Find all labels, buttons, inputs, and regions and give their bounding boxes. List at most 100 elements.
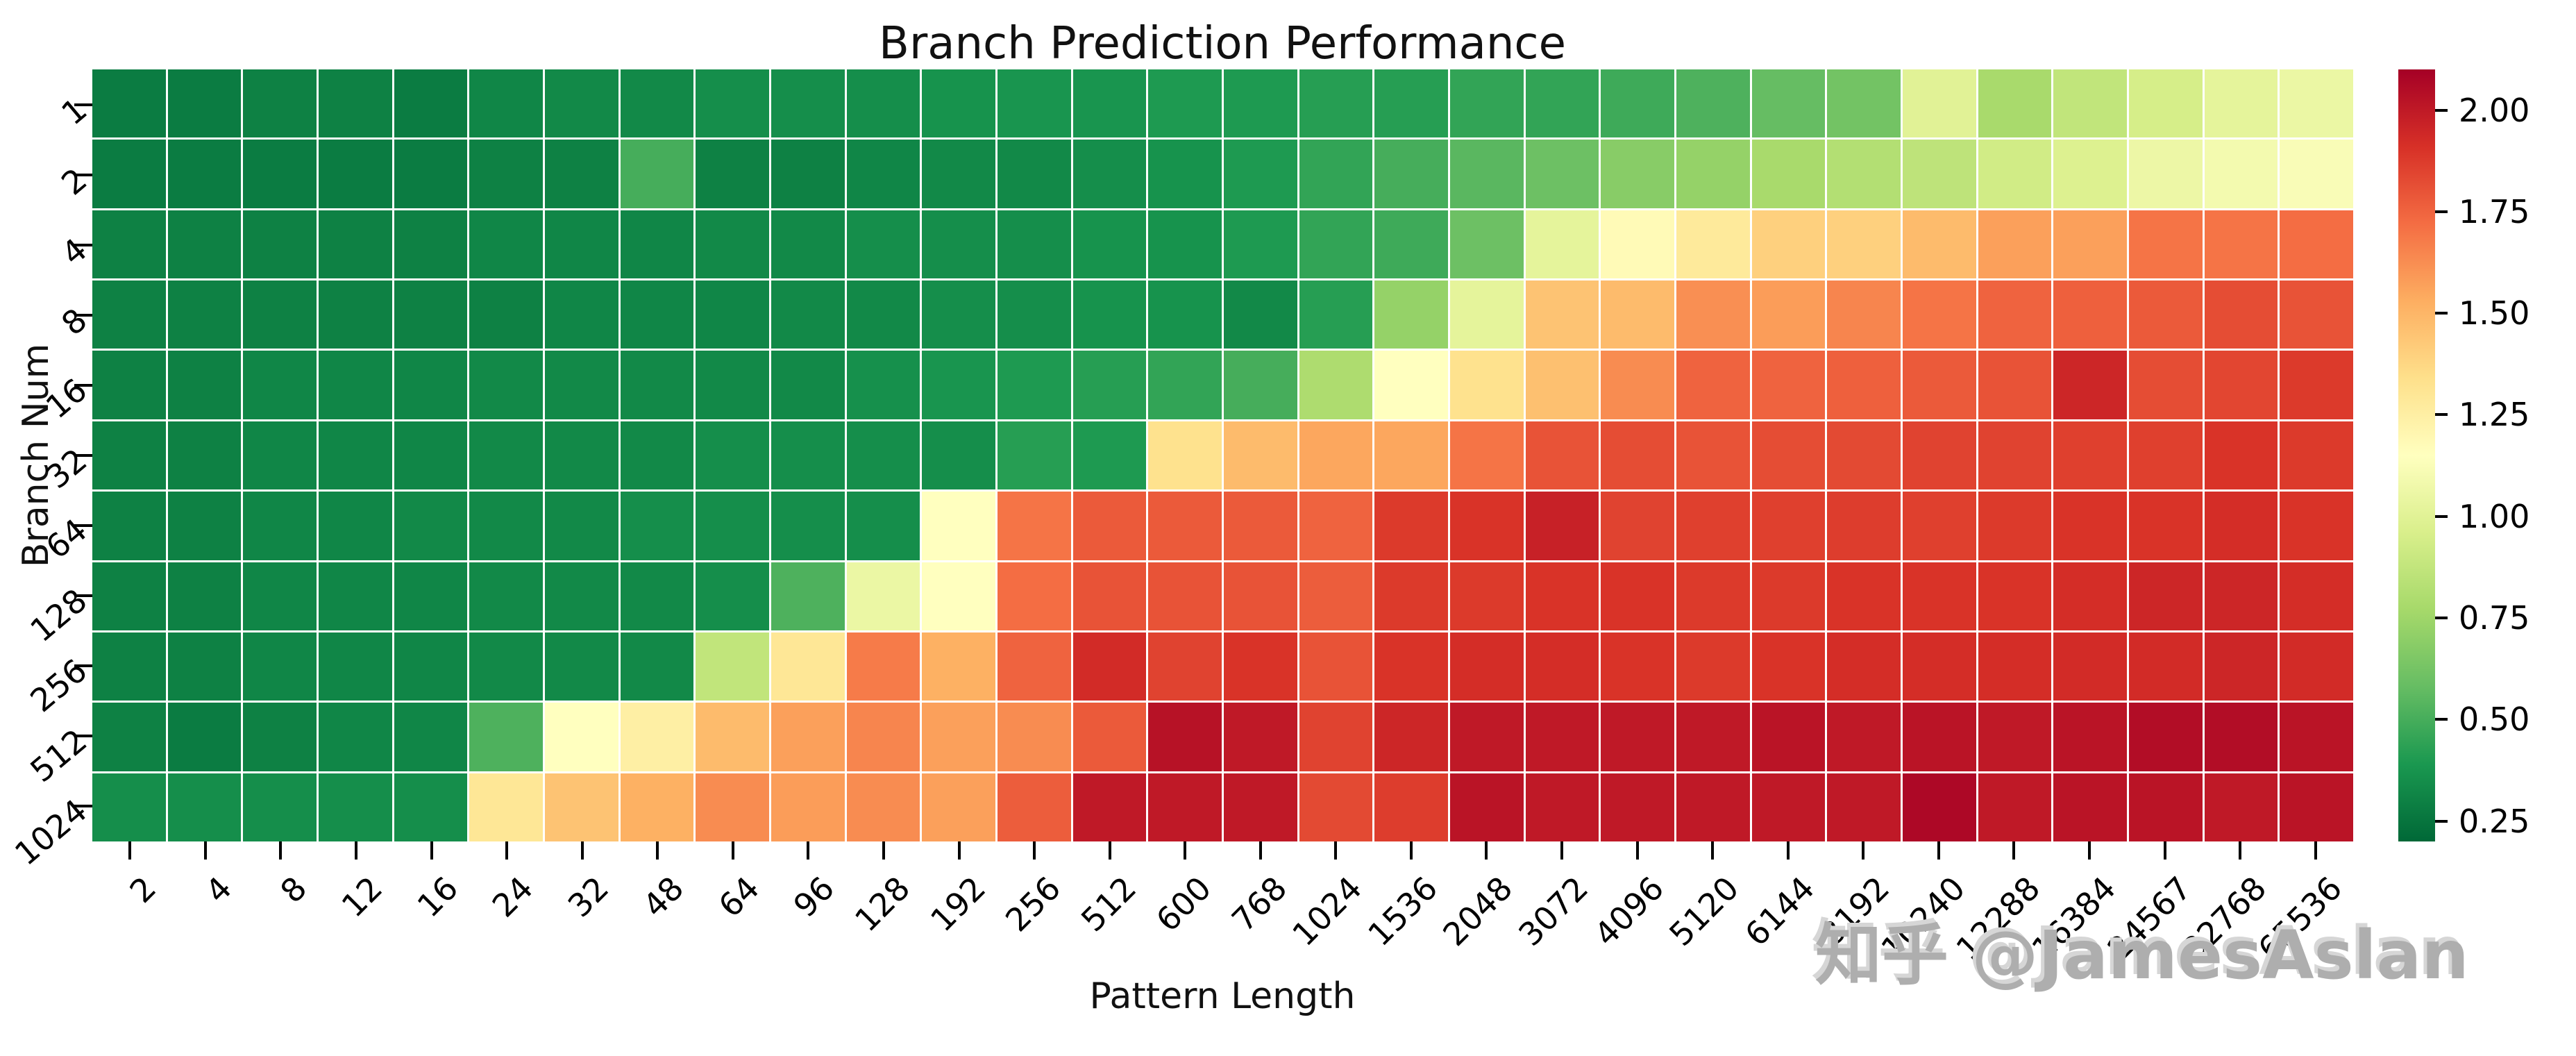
heatmap-cell [1827, 492, 1901, 560]
x-tick-label: 32 [560, 869, 616, 925]
heatmap-cell [243, 492, 317, 560]
heatmap-cell [696, 210, 769, 279]
heatmap-cell [1902, 773, 1976, 841]
heatmap-cell [620, 69, 694, 138]
heatmap-cell [1601, 703, 1674, 771]
y-tick [74, 313, 92, 317]
heatmap-cell [922, 562, 995, 630]
heatmap-cell [922, 421, 995, 490]
heatmap-cell [1299, 210, 1373, 279]
heatmap-cell [318, 69, 392, 138]
heatmap-cell [1676, 210, 1750, 279]
heatmap-cell [1751, 351, 1826, 419]
heatmap-cell [2280, 69, 2353, 138]
heatmap-cell [167, 69, 242, 138]
x-tick-label: 5120 [1662, 869, 1746, 953]
heatmap-cell [1751, 773, 1826, 841]
heatmap-cell [1827, 210, 1901, 279]
x-tick-label: 24 [485, 869, 541, 925]
x-tick [2012, 841, 2016, 860]
heatmap-cell [1374, 351, 1448, 419]
colorbar-tick-label: 1.50 [2459, 294, 2530, 333]
heatmap-cell [544, 421, 618, 490]
heatmap-cell [620, 703, 694, 771]
heatmap-cell [1978, 69, 2052, 138]
x-tick-label: 3072 [1511, 869, 1596, 953]
heatmap-cell [1978, 773, 2052, 841]
heatmap-cell [544, 632, 618, 701]
watermark: 知乎 @JamesAslan [1815, 916, 2469, 994]
heatmap-cell [2128, 773, 2203, 841]
heatmap-cell [167, 773, 242, 841]
heatmap-cell [243, 280, 317, 349]
heatmap-cell [1299, 632, 1373, 701]
heatmap-cell [469, 351, 543, 419]
heatmap-cell [1751, 562, 1826, 630]
heatmap-cell [1902, 210, 1976, 279]
heatmap-cell [1148, 351, 1222, 419]
x-tick-label: 64 [711, 869, 766, 925]
heatmap-cell [997, 280, 1071, 349]
heatmap-cell [1978, 421, 2052, 490]
heatmap-cell [1072, 280, 1147, 349]
heatmap-cell [1223, 421, 1297, 490]
x-tick-label: 1536 [1361, 869, 1445, 953]
heatmap-cell [167, 351, 242, 419]
heatmap-cell [2204, 632, 2278, 701]
heatmap-cell [620, 210, 694, 279]
heatmap-cell [544, 210, 618, 279]
heatmap-cell [846, 69, 920, 138]
x-tick-label: 600 [1149, 869, 1219, 939]
heatmap-cell [620, 351, 694, 419]
heatmap-cell [997, 351, 1071, 419]
heatmap-cell [544, 492, 618, 560]
heatmap-cell [2128, 69, 2203, 138]
heatmap-cell [1601, 492, 1674, 560]
heatmap-cell [394, 562, 468, 630]
heatmap-cell [2128, 562, 2203, 630]
heatmap-cell [696, 421, 769, 490]
heatmap-cell [620, 773, 694, 841]
x-tick [1409, 841, 1413, 860]
x-tick-label: 4096 [1586, 869, 1671, 953]
heatmap-cell [1827, 140, 1901, 208]
x-tick [1184, 841, 1187, 860]
heatmap-cell [2204, 351, 2278, 419]
heatmap-cell [1751, 280, 1826, 349]
heatmap-cell [92, 773, 166, 841]
heatmap-cell [1374, 492, 1448, 560]
heatmap-cell [1374, 210, 1448, 279]
heatmap-cell [997, 703, 1071, 771]
heatmap-cell [1223, 351, 1297, 419]
heatmap-cell [1299, 703, 1373, 771]
x-tick-label: 512 [1073, 869, 1143, 939]
heatmap-cell [92, 421, 166, 490]
heatmap-cell [2053, 421, 2127, 490]
heatmap-cell [243, 210, 317, 279]
heatmap-cell [2053, 69, 2127, 138]
heatmap-cell [243, 421, 317, 490]
heatmap-cell [1449, 773, 1524, 841]
heatmap-cell [2053, 492, 2127, 560]
heatmap-cell [1223, 140, 1297, 208]
heatmap-cell [1676, 69, 1750, 138]
heatmap-cell [922, 69, 995, 138]
heatmap-cell [469, 210, 543, 279]
heatmap-cell [922, 351, 995, 419]
colorbar-tick [2435, 210, 2448, 213]
x-tick [1334, 841, 1338, 860]
colorbar-tick-label: 0.75 [2459, 599, 2530, 637]
colorbar-tick [2435, 617, 2448, 620]
heatmap-cell [1525, 492, 1599, 560]
heatmap-cell [1223, 280, 1297, 349]
x-tick [1033, 841, 1036, 860]
heatmap-cell [1223, 492, 1297, 560]
heatmap-cell [2280, 632, 2353, 701]
heatmap-cell [2053, 210, 2127, 279]
heatmap-cell [620, 421, 694, 490]
heatmap-cell [1601, 280, 1674, 349]
heatmap-cell [1601, 773, 1674, 841]
x-tick [2163, 841, 2166, 860]
heatmap-cell [1525, 703, 1599, 771]
heatmap-cell [997, 210, 1071, 279]
